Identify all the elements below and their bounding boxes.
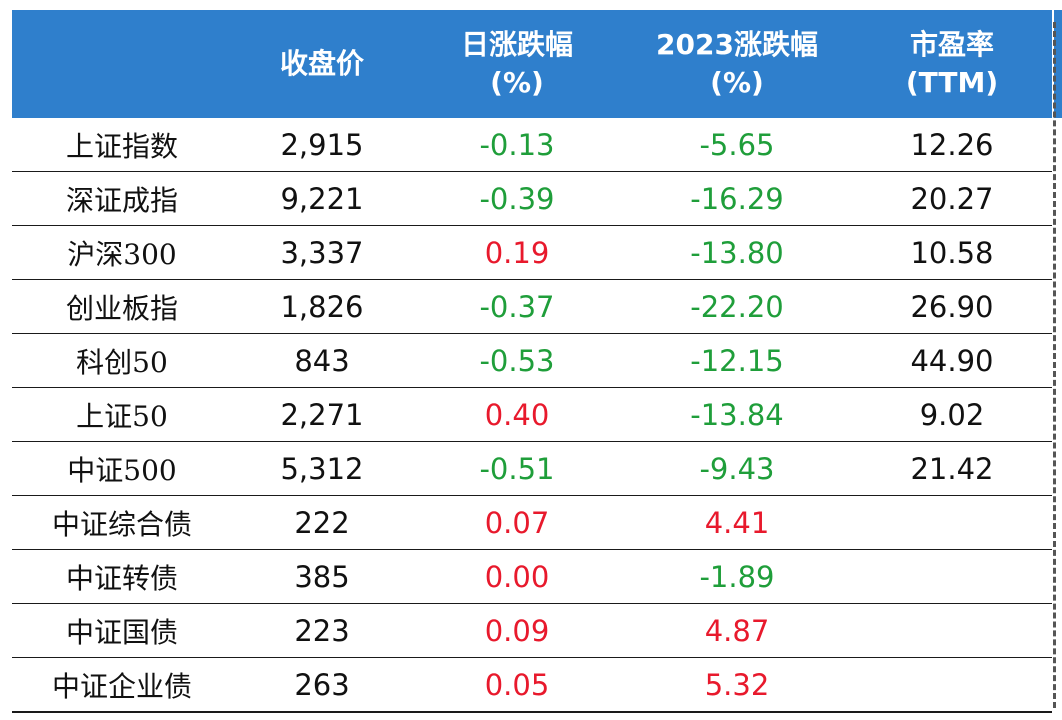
pe-ttm-cell: 10.58 (852, 225, 1052, 280)
index-name-cell: 上证50 (12, 387, 232, 442)
close-price-cell: 9,221 (232, 171, 412, 226)
adjacent-column-header-edge (1054, 10, 1062, 118)
close-price-cell: 2,915 (232, 118, 412, 172)
header-row: 收盘价 日涨跌幅 (%) 2023涨跌幅 (%) 市盈率 (TTM) (12, 10, 1052, 118)
table-row: 上证指数 2,915 -0.13 -5.65 12.26 (12, 118, 1052, 172)
ytd-change-cell: -16.29 (622, 171, 852, 226)
close-price-cell: 2,271 (232, 387, 412, 442)
index-name-cell: 沪深300 (12, 225, 232, 280)
index-name-cell: 科创50 (12, 333, 232, 388)
market-table-container: 收盘价 日涨跌幅 (%) 2023涨跌幅 (%) 市盈率 (TTM) 上证指数 2… (12, 10, 1052, 713)
ytd-change-cell: 4.41 (622, 495, 852, 550)
index-name-cell: 中证综合债 (12, 495, 232, 550)
daily-change-cell: 0.09 (412, 603, 622, 658)
close-price-cell: 222 (232, 495, 412, 550)
pe-ttm-cell (852, 495, 1052, 550)
close-price-cell: 263 (232, 657, 412, 713)
close-price-cell: 223 (232, 603, 412, 658)
pe-ttm-cell (852, 603, 1052, 658)
pe-ttm-cell: 21.42 (852, 441, 1052, 496)
daily-change-cell: 0.19 (412, 225, 622, 280)
pe-ttm-cell: 20.27 (852, 171, 1052, 226)
header-pe-ttm: 市盈率 (TTM) (852, 10, 1052, 118)
table-row: 上证50 2,271 0.40 -13.84 9.02 (12, 387, 1052, 442)
daily-change-cell: -0.13 (412, 118, 622, 172)
header-ytd-change: 2023涨跌幅 (%) (622, 10, 852, 118)
index-name-cell: 中证500 (12, 441, 232, 496)
pe-ttm-cell: 9.02 (852, 387, 1052, 442)
table-row: 深证成指 9,221 -0.39 -16.29 20.27 (12, 171, 1052, 226)
daily-change-cell: -0.39 (412, 171, 622, 226)
pe-ttm-cell: 26.90 (852, 279, 1052, 334)
daily-change-cell: -0.37 (412, 279, 622, 334)
close-price-cell: 3,337 (232, 225, 412, 280)
daily-change-cell: 0.40 (412, 387, 622, 442)
index-name-cell: 中证国债 (12, 603, 232, 658)
header-close-price: 收盘价 (232, 10, 412, 118)
pe-ttm-cell (852, 549, 1052, 604)
index-name-cell: 上证指数 (12, 118, 232, 172)
index-name-cell: 深证成指 (12, 171, 232, 226)
ytd-change-cell: -13.84 (622, 387, 852, 442)
daily-change-cell: -0.53 (412, 333, 622, 388)
table-row: 沪深300 3,337 0.19 -13.80 10.58 (12, 225, 1052, 280)
header-daily-change: 日涨跌幅 (%) (412, 10, 622, 118)
ytd-change-cell: 4.87 (622, 603, 852, 658)
daily-change-cell: 0.00 (412, 549, 622, 604)
index-name-cell: 中证转债 (12, 549, 232, 604)
close-price-cell: 1,826 (232, 279, 412, 334)
table-row: 中证500 5,312 -0.51 -9.43 21.42 (12, 441, 1052, 496)
daily-change-cell: -0.51 (412, 441, 622, 496)
ytd-change-cell: -12.15 (622, 333, 852, 388)
daily-change-cell: 0.05 (412, 657, 622, 713)
table-row: 中证国债 223 0.09 4.87 (12, 603, 1052, 658)
ytd-change-cell: -1.89 (622, 549, 852, 604)
table-row: 创业板指 1,826 -0.37 -22.20 26.90 (12, 279, 1052, 334)
index-name-cell: 创业板指 (12, 279, 232, 334)
daily-change-cell: 0.07 (412, 495, 622, 550)
ytd-change-cell: -9.43 (622, 441, 852, 496)
table-row: 中证企业债 263 0.05 5.32 (12, 657, 1052, 713)
market-index-table: 收盘价 日涨跌幅 (%) 2023涨跌幅 (%) 市盈率 (TTM) 上证指数 2… (12, 10, 1052, 713)
table-row: 中证转债 385 0.00 -1.89 (12, 549, 1052, 604)
ytd-change-cell: -22.20 (622, 279, 852, 334)
close-price-cell: 843 (232, 333, 412, 388)
table-row: 中证综合债 222 0.07 4.41 (12, 495, 1052, 550)
pe-ttm-cell: 44.90 (852, 333, 1052, 388)
table-body: 上证指数 2,915 -0.13 -5.65 12.26 深证成指 9,221 -0.39 -1… (12, 118, 1052, 713)
index-name-cell: 中证企业债 (12, 657, 232, 713)
dashed-divider (1053, 22, 1056, 708)
pe-ttm-cell (852, 657, 1052, 713)
close-price-cell: 5,312 (232, 441, 412, 496)
close-price-cell: 385 (232, 549, 412, 604)
pe-ttm-cell: 12.26 (852, 118, 1052, 172)
ytd-change-cell: -5.65 (622, 118, 852, 172)
ytd-change-cell: -13.80 (622, 225, 852, 280)
header-index-name (12, 10, 232, 118)
table-row: 科创50 843 -0.53 -12.15 44.90 (12, 333, 1052, 388)
ytd-change-cell: 5.32 (622, 657, 852, 713)
